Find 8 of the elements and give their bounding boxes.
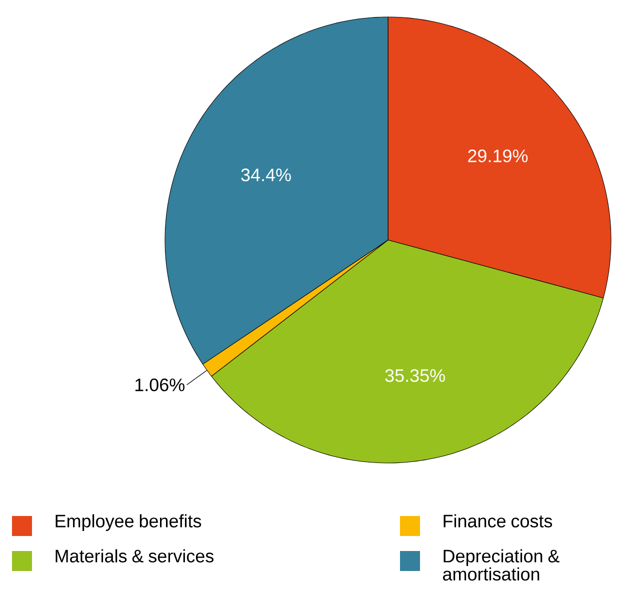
data-label: 35.35% (385, 369, 445, 382)
data-label: 29.19% (468, 150, 528, 162)
legend-label: Depreciation & amortisation (443, 549, 560, 581)
legend-label: Materials & services (56, 549, 214, 562)
legend-label: Employee benefits (56, 514, 202, 532)
data-label: 1.06% (135, 378, 184, 392)
data-label: 34.4% (241, 168, 291, 182)
legend-label: Finance costs (444, 514, 552, 528)
